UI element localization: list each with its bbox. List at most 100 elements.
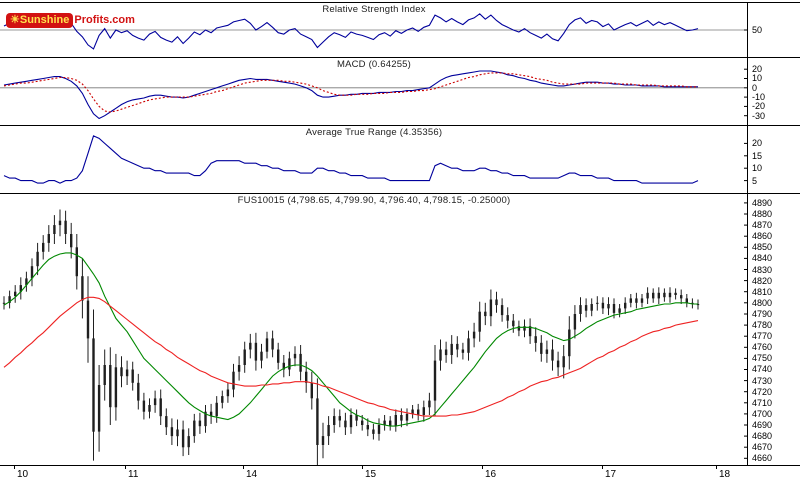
candle-body	[635, 298, 638, 303]
candle-body	[422, 407, 425, 415]
candle-body	[478, 311, 481, 332]
candle-body	[349, 415, 353, 428]
candle-body	[545, 349, 549, 354]
candle-body	[624, 302, 627, 309]
price-title: FUS10015 (4,798.65, 4,799.90, 4,796.40, …	[237, 195, 511, 206]
candle-body	[209, 411, 213, 417]
candle-body	[428, 400, 431, 408]
x-tick-mark	[482, 465, 483, 469]
candle-body	[338, 416, 341, 421]
y-axis-label: 4690	[752, 420, 773, 431]
y-axis-label: 4780	[752, 320, 773, 331]
x-axis-line	[0, 465, 800, 466]
candle-body	[260, 351, 263, 361]
candle-body	[652, 292, 655, 299]
price-plot	[2, 194, 748, 465]
candle-body	[444, 349, 448, 356]
candle-body	[551, 349, 554, 361]
x-tick-mark	[362, 465, 363, 469]
y-axis-label: 4790	[752, 308, 773, 319]
y-axis-label: 4890	[752, 197, 773, 208]
y-axis-label: 10	[752, 163, 763, 174]
top-border-line	[0, 2, 800, 3]
candle-body	[607, 304, 610, 309]
candle-body	[411, 409, 414, 414]
candle-body	[467, 338, 470, 353]
candle-body	[131, 369, 134, 383]
candle-body	[573, 314, 577, 330]
y-axis-label: 4860	[752, 231, 773, 242]
candle-body	[691, 302, 694, 304]
candle-body	[355, 415, 358, 421]
candle-body	[556, 360, 560, 368]
candle-body	[439, 349, 442, 361]
candle-body	[584, 305, 588, 311]
atr-panel: Average True Range (4.35356) 20 15 10 5	[0, 126, 800, 193]
y-axis-label: 20	[752, 64, 763, 75]
candle-body	[377, 425, 381, 434]
candle-body	[103, 365, 106, 385]
price-panel: FUS10015 (4,798.65, 4,799.90, 4,796.40, …	[0, 194, 800, 465]
candle-body	[120, 367, 123, 377]
y-axis-label: 4680	[752, 431, 773, 442]
candle-body	[579, 305, 582, 314]
price-ma-slow-line	[3, 296, 699, 417]
candle-body	[193, 420, 196, 437]
candle-body	[461, 349, 465, 353]
candle-body	[226, 389, 230, 397]
candle-body	[137, 382, 140, 401]
y-axis-label: 5	[752, 175, 758, 186]
atr-price-separator	[0, 193, 800, 194]
candle-body	[674, 292, 677, 295]
candle-body	[366, 425, 369, 430]
candle-body	[327, 425, 330, 437]
candle-body	[181, 429, 185, 448]
y-axis-label: 4850	[752, 242, 773, 253]
candle-body	[333, 416, 336, 425]
candle-body	[243, 349, 246, 365]
candle-body	[265, 338, 269, 352]
y-axis-label: 4820	[752, 275, 773, 286]
candle-body	[97, 385, 101, 432]
y-axis-label: 4870	[752, 220, 773, 231]
x-axis-label: 17	[605, 469, 617, 480]
logo-box: ☀Sunshine	[6, 13, 74, 28]
candle-body	[640, 298, 644, 303]
candle-body	[271, 338, 274, 350]
candle-body	[159, 398, 162, 417]
candle-body	[165, 416, 168, 428]
x-tick-mark	[716, 465, 717, 469]
y-axis-label: -20	[752, 101, 766, 112]
candle-body	[400, 415, 403, 421]
candle-body	[629, 298, 632, 303]
candle-body	[8, 296, 11, 303]
candle-body	[361, 420, 364, 425]
candle-body	[484, 311, 487, 317]
candle-body	[500, 305, 504, 316]
candle-body	[405, 413, 409, 421]
candle-body	[277, 349, 280, 363]
y-axis-label: 4770	[752, 331, 773, 342]
candle-body	[299, 353, 302, 372]
macd-title: MACD (0.64255)	[336, 59, 412, 70]
y-axis-label: 4720	[752, 386, 773, 397]
y-axis-label: 4880	[752, 208, 773, 219]
candle-body	[372, 429, 375, 434]
y-axis-label: 4660	[752, 453, 773, 464]
y-axis-label: 4760	[752, 342, 773, 353]
x-tick-mark	[243, 465, 244, 469]
candle-body	[86, 300, 90, 339]
candle-body	[383, 420, 386, 425]
y-axis-label: 4710	[752, 397, 773, 408]
candle-body	[568, 329, 571, 357]
candle-body	[612, 304, 616, 313]
y-axis-label: 4840	[752, 253, 773, 264]
macd-signal-line	[3, 72, 698, 113]
candle-body	[310, 382, 313, 399]
logo-profits-text: Profits.com	[74, 14, 135, 26]
y-axis-label: 4700	[752, 408, 773, 419]
candle-body	[215, 402, 218, 417]
candle-body	[42, 242, 45, 252]
atr-title: Average True Range (4.35356)	[305, 127, 443, 138]
x-axis-label: 10	[17, 469, 29, 480]
